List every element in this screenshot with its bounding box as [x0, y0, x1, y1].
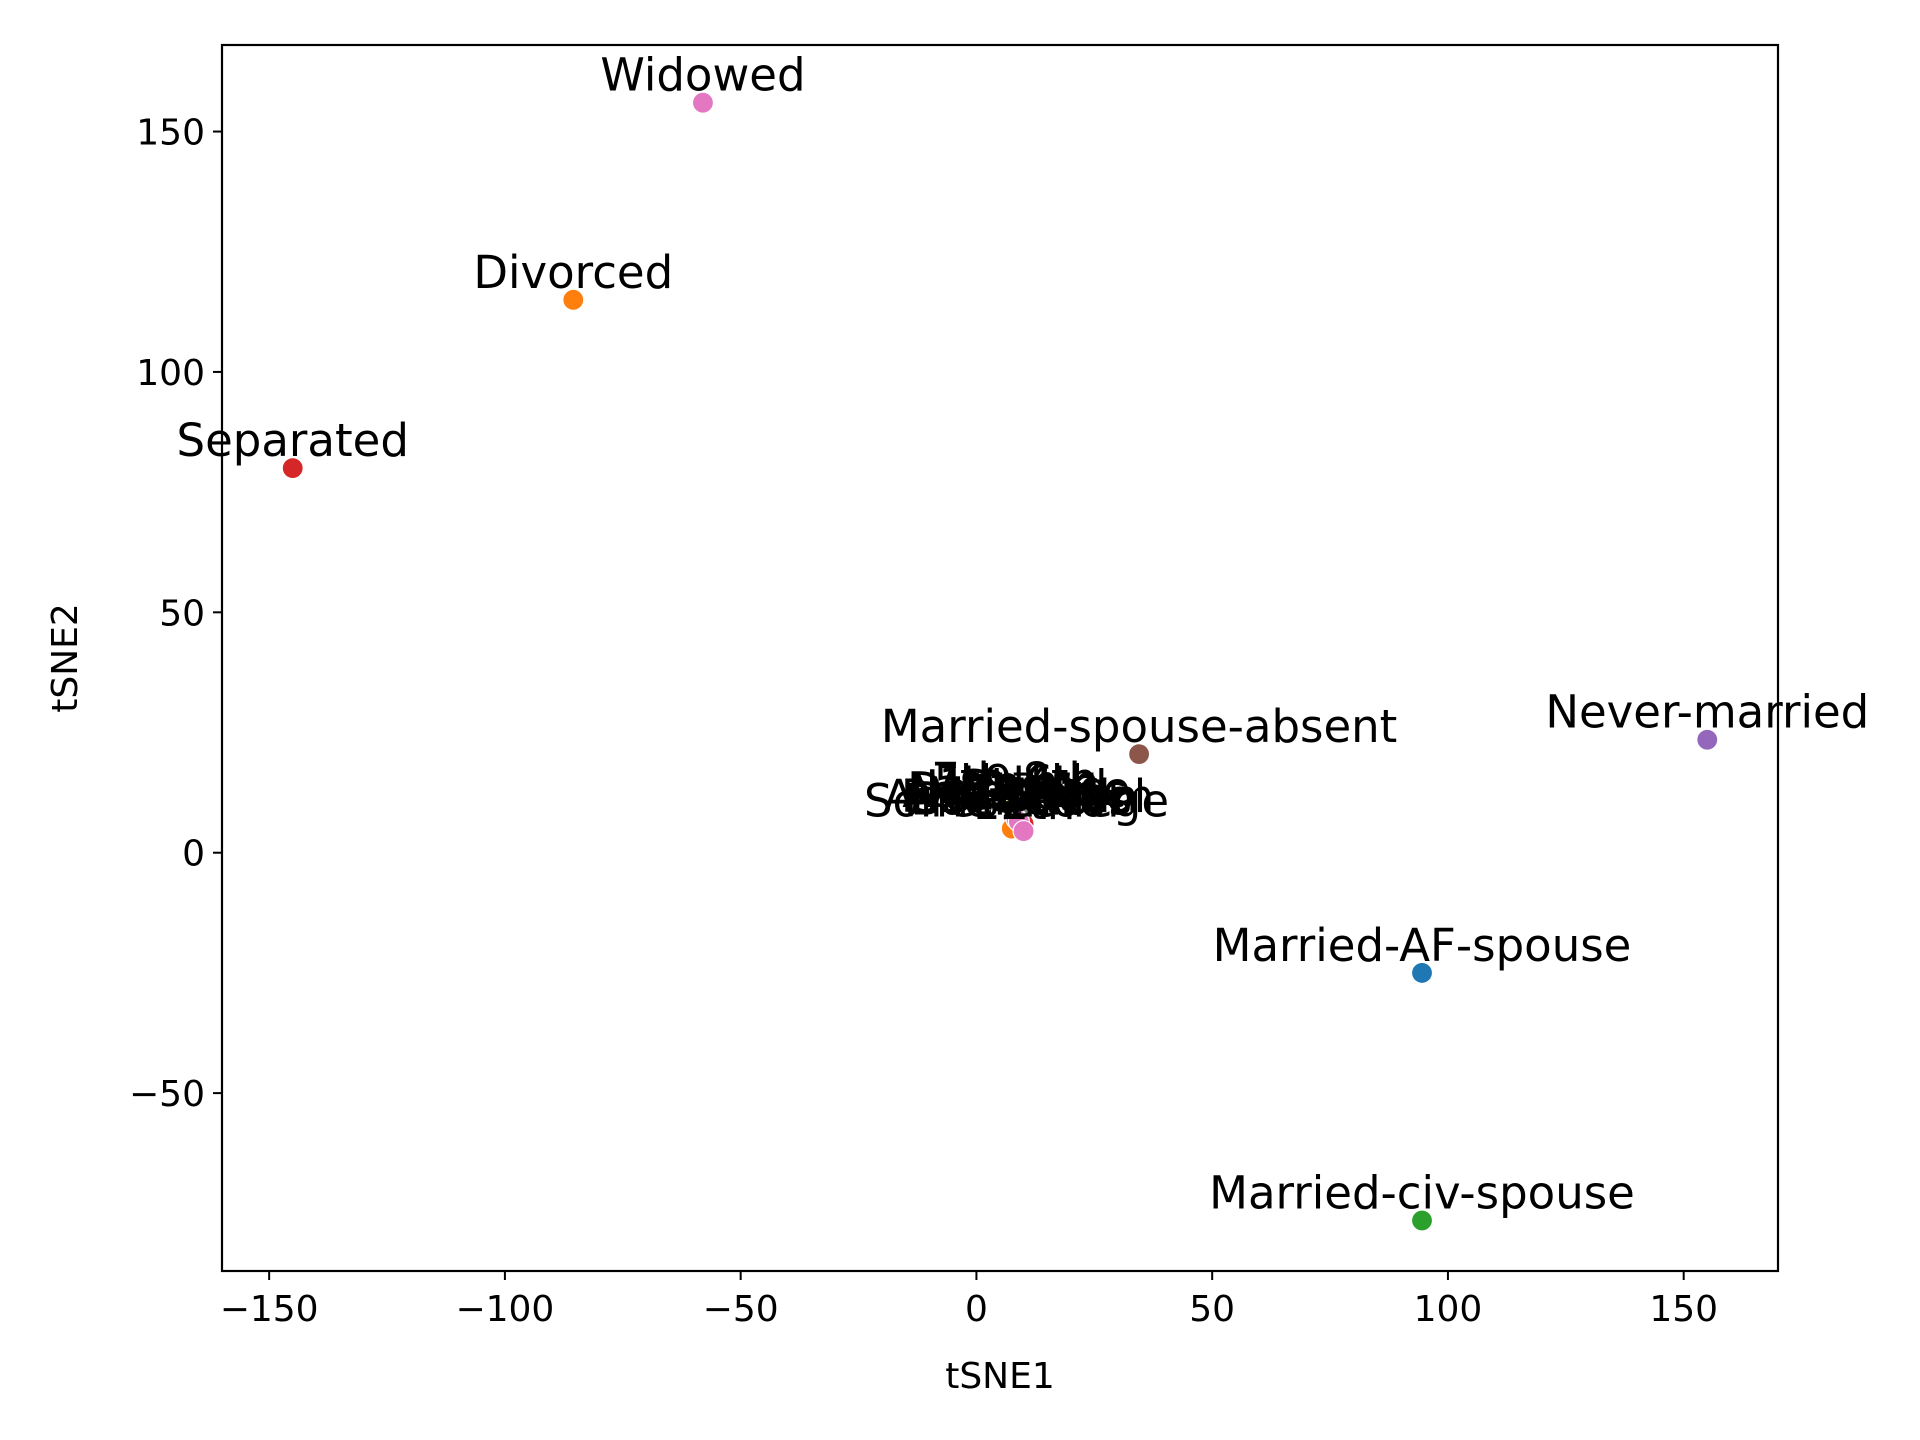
- y-tick-label: 0: [182, 834, 205, 875]
- data-point: [1696, 728, 1719, 751]
- point-label: 9th: [984, 755, 1059, 808]
- y-tick-label: 100: [136, 353, 205, 394]
- point-label: Bachelors: [911, 772, 1132, 825]
- x-tick-label: −100: [455, 1289, 554, 1330]
- point-label: Assoc-acdm: [883, 770, 1154, 823]
- point-label: Widowed: [600, 49, 805, 102]
- point-label: Divorced: [473, 246, 673, 299]
- y-tick-label: −50: [129, 1074, 205, 1115]
- data-point: [1410, 961, 1434, 985]
- point-label: 7th-8th: [931, 753, 1097, 806]
- data-point: [281, 456, 304, 480]
- plot-frame: [220, 43, 1780, 1273]
- x-tick-label: −150: [220, 1289, 319, 1330]
- y-axis-ticks: −50 0 50 100 150: [129, 113, 222, 1115]
- data-point: [1127, 743, 1151, 766]
- point-label: Never-married: [1545, 686, 1869, 739]
- point-label: Some-college: [864, 775, 1169, 828]
- points-layer: [281, 91, 1719, 1232]
- x-tick-label: −50: [703, 1289, 779, 1330]
- data-point: [691, 91, 715, 114]
- point-label: Married-AF-spouse: [1213, 919, 1632, 972]
- point-label: 11th: [967, 767, 1070, 820]
- point-label: Assoc-voc: [902, 765, 1126, 818]
- point-label: 10th: [965, 765, 1068, 818]
- data-point: [1012, 819, 1035, 843]
- point-label: Masters: [926, 767, 1103, 820]
- point-labels-layer: Married-AF-spouse Divorced Married-civ-spo…: [177, 49, 1870, 1220]
- y-tick-label: 50: [159, 593, 205, 634]
- point-label: 5th-6th: [934, 755, 1100, 808]
- point-label: Separated: [177, 414, 409, 467]
- y-axis-label: tSNE2: [45, 603, 86, 713]
- x-axis-label: tSNE1: [945, 1356, 1055, 1397]
- point-label: Doctorate: [907, 763, 1131, 816]
- data-point: [1410, 1209, 1434, 1232]
- point-label: Married-spouse-absent: [881, 700, 1397, 753]
- point-label: Preschool: [904, 775, 1120, 828]
- x-tick-label: 0: [965, 1289, 988, 1330]
- x-tick-label: 50: [1189, 1289, 1235, 1330]
- point-label: 1st-4th: [938, 758, 1099, 811]
- data-point: [562, 288, 585, 311]
- point-label: 12th: [972, 777, 1075, 830]
- x-axis-ticks: −150 −100 −50 0 50 100 150: [220, 1271, 1718, 1330]
- point-label: Married-civ-spouse: [1209, 1167, 1635, 1220]
- x-tick-label: 150: [1649, 1289, 1718, 1330]
- point-label: Prof-school: [901, 770, 1146, 823]
- point-label: HS-grad: [926, 760, 1108, 813]
- y-tick-label: 150: [136, 113, 205, 154]
- plot-area: [222, 45, 1778, 1271]
- x-tick-label: 100: [1414, 1289, 1483, 1330]
